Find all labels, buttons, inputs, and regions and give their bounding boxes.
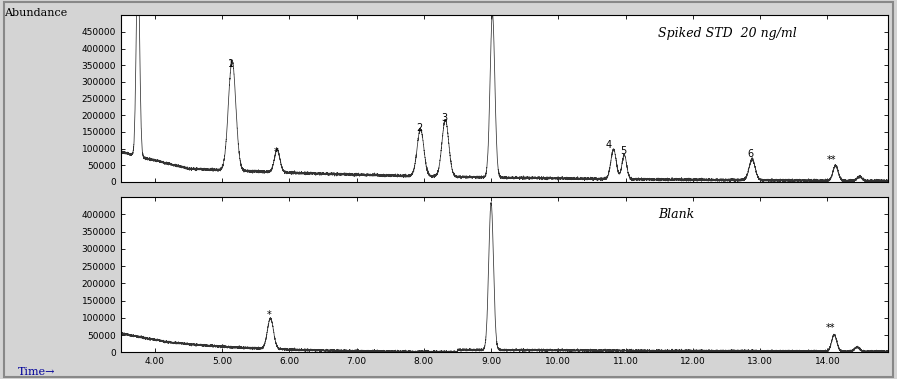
Text: Blank: Blank bbox=[658, 208, 694, 221]
Text: **: ** bbox=[827, 155, 836, 164]
Text: 3: 3 bbox=[441, 113, 447, 123]
Text: *: * bbox=[274, 147, 278, 157]
Text: 4: 4 bbox=[605, 140, 612, 150]
Text: 6: 6 bbox=[748, 149, 753, 159]
Text: *: * bbox=[266, 310, 272, 319]
Text: 2: 2 bbox=[416, 123, 422, 133]
Text: 1: 1 bbox=[228, 59, 234, 69]
Text: Spiked STD  20 ng/ml: Spiked STD 20 ng/ml bbox=[658, 27, 797, 40]
Text: 5: 5 bbox=[621, 146, 627, 155]
Text: Abundance: Abundance bbox=[4, 8, 68, 17]
Text: Time→: Time→ bbox=[18, 367, 56, 377]
Text: **: ** bbox=[825, 324, 835, 334]
